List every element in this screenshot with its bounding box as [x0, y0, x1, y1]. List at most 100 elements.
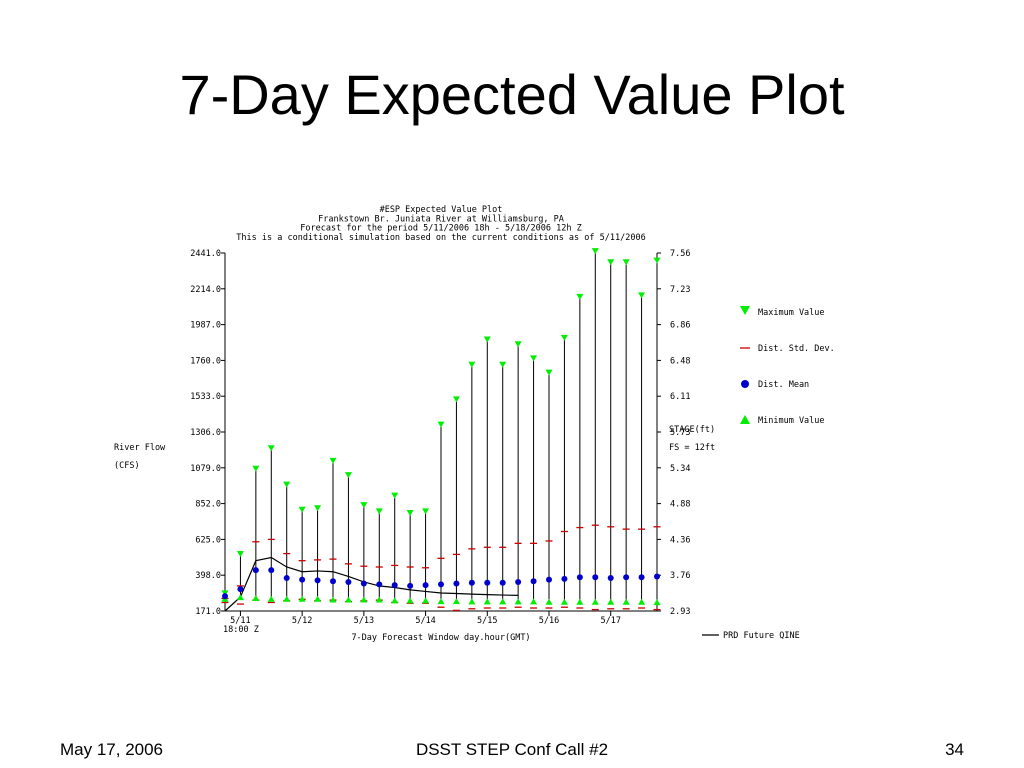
mean-value-marker [530, 578, 537, 585]
max-value-marker [545, 369, 553, 376]
mean-value-marker [576, 574, 583, 581]
y-axis-label: River Flow [114, 443, 166, 453]
mean-value-marker [391, 582, 398, 589]
min-value-marker [236, 594, 244, 601]
y2-tick-label: 7.56 [670, 249, 690, 259]
max-value-marker [560, 334, 568, 341]
y-axis-unit: (CFS) [114, 461, 140, 471]
min-value-marker [267, 595, 275, 602]
min-value-marker [375, 596, 383, 603]
min-value-marker [622, 598, 630, 605]
min-value-marker [499, 598, 507, 605]
max-value-marker [329, 457, 337, 464]
legend-min-marker [740, 415, 750, 424]
legend-max-label: Maximum Value [758, 308, 825, 318]
legend-mean-marker [741, 380, 749, 388]
y-tick-label: 1533.0 [190, 392, 221, 402]
mean-value-marker [314, 577, 321, 584]
x-tick-label: 5/17 [600, 616, 620, 626]
max-value-marker [468, 361, 476, 368]
mean-value-marker [360, 580, 367, 587]
x-tick-label: 5/16 [539, 616, 559, 626]
x-tick-label: 5/13 [354, 616, 374, 626]
legend-std-label: Dist. Std. Dev. [758, 344, 835, 354]
y2-tick-label: 5.34 [670, 464, 690, 474]
prd-future-line [224, 556, 519, 612]
mean-value-marker [623, 574, 630, 581]
min-value-marker [545, 598, 553, 605]
min-value-marker [422, 597, 430, 604]
max-value-marker [360, 502, 368, 509]
min-value-marker [468, 598, 476, 605]
min-value-marker [638, 598, 646, 605]
footer-date: May 17, 2006 [60, 740, 164, 759]
x-axis-label: 7-Day Forecast Window day.hour(GMT) [351, 633, 530, 643]
min-value-marker [252, 594, 260, 601]
y2-tick-label: 3.76 [670, 571, 690, 581]
y2-axis-label: STAGE(ft) [669, 425, 715, 435]
mean-value-marker [222, 593, 228, 600]
y-tick-label: 2214.0 [190, 285, 221, 295]
max-value-marker [514, 341, 522, 348]
min-value-marker [314, 595, 322, 602]
max-value-marker [422, 508, 430, 515]
mean-value-marker [654, 573, 660, 580]
mean-value-marker [330, 578, 336, 585]
mean-value-marker [592, 574, 599, 581]
max-value-marker [252, 465, 260, 472]
max-value-marker [298, 506, 306, 513]
mean-value-marker [422, 582, 429, 589]
chart-title-line: Frankstown Br. Juniata River at Williams… [318, 214, 564, 224]
max-value-marker [391, 492, 399, 499]
min-value-marker [591, 598, 599, 605]
x-start-label: 18:00 Z [223, 625, 259, 635]
mean-value-marker [561, 575, 568, 582]
y2-tick-label: 6.11 [670, 392, 690, 402]
max-value-marker [576, 293, 584, 300]
max-value-marker [530, 355, 538, 362]
mean-value-marker [438, 581, 444, 588]
legend-min-label: Minimum Value [758, 416, 825, 426]
mean-value-marker [252, 567, 259, 574]
max-value-marker [638, 292, 646, 299]
max-value-marker [591, 248, 599, 255]
y-tick-label: 1987.0 [190, 321, 221, 331]
mean-value-marker [376, 581, 383, 588]
min-value-marker [360, 596, 368, 603]
y-tick-label: 171.0 [195, 607, 221, 617]
min-value-marker [607, 598, 615, 605]
chart-title-line: #ESP Expected Value Plot [380, 205, 503, 215]
footer-page-number: 34 [945, 740, 964, 759]
min-value-marker [560, 598, 568, 605]
chart-axes: 171.0 2.93 398.0 3.76 625.0 4.36 852.0 4.88 1079… [114, 249, 715, 643]
y-tick-label: 1079.0 [190, 464, 221, 474]
max-value-marker [483, 336, 491, 343]
max-value-marker [283, 481, 291, 488]
footer-center-text: DSST STEP Conf Call #2 [415, 740, 609, 759]
mean-value-marker [638, 574, 645, 581]
mean-value-marker [345, 578, 352, 585]
max-value-marker [622, 259, 630, 266]
chart-title-line: This is a conditional simulation based o… [236, 233, 645, 243]
x-tick-label: 5/15 [477, 616, 497, 626]
max-value-marker [236, 550, 244, 557]
max-value-marker [314, 505, 322, 512]
y-tick-label: 1760.0 [190, 356, 221, 366]
y-tick-label: 852.0 [195, 500, 221, 510]
mean-value-marker [515, 578, 522, 585]
mean-value-marker [546, 576, 552, 583]
max-value-marker [375, 508, 383, 515]
y2-tick-label: 6.86 [670, 321, 690, 331]
mean-value-marker [484, 579, 491, 586]
mean-value-marker [283, 575, 290, 582]
mean-value-marker [499, 579, 506, 586]
mean-value-marker [607, 575, 614, 582]
chart-title-line: Forecast for the period 5/11/2006 18h - … [300, 224, 581, 234]
max-value-marker [267, 445, 275, 452]
y2-tick-label: 4.36 [670, 535, 690, 545]
min-value-marker [283, 595, 291, 602]
mean-value-marker [453, 580, 460, 587]
max-value-marker [653, 257, 661, 264]
min-value-marker [344, 596, 352, 603]
